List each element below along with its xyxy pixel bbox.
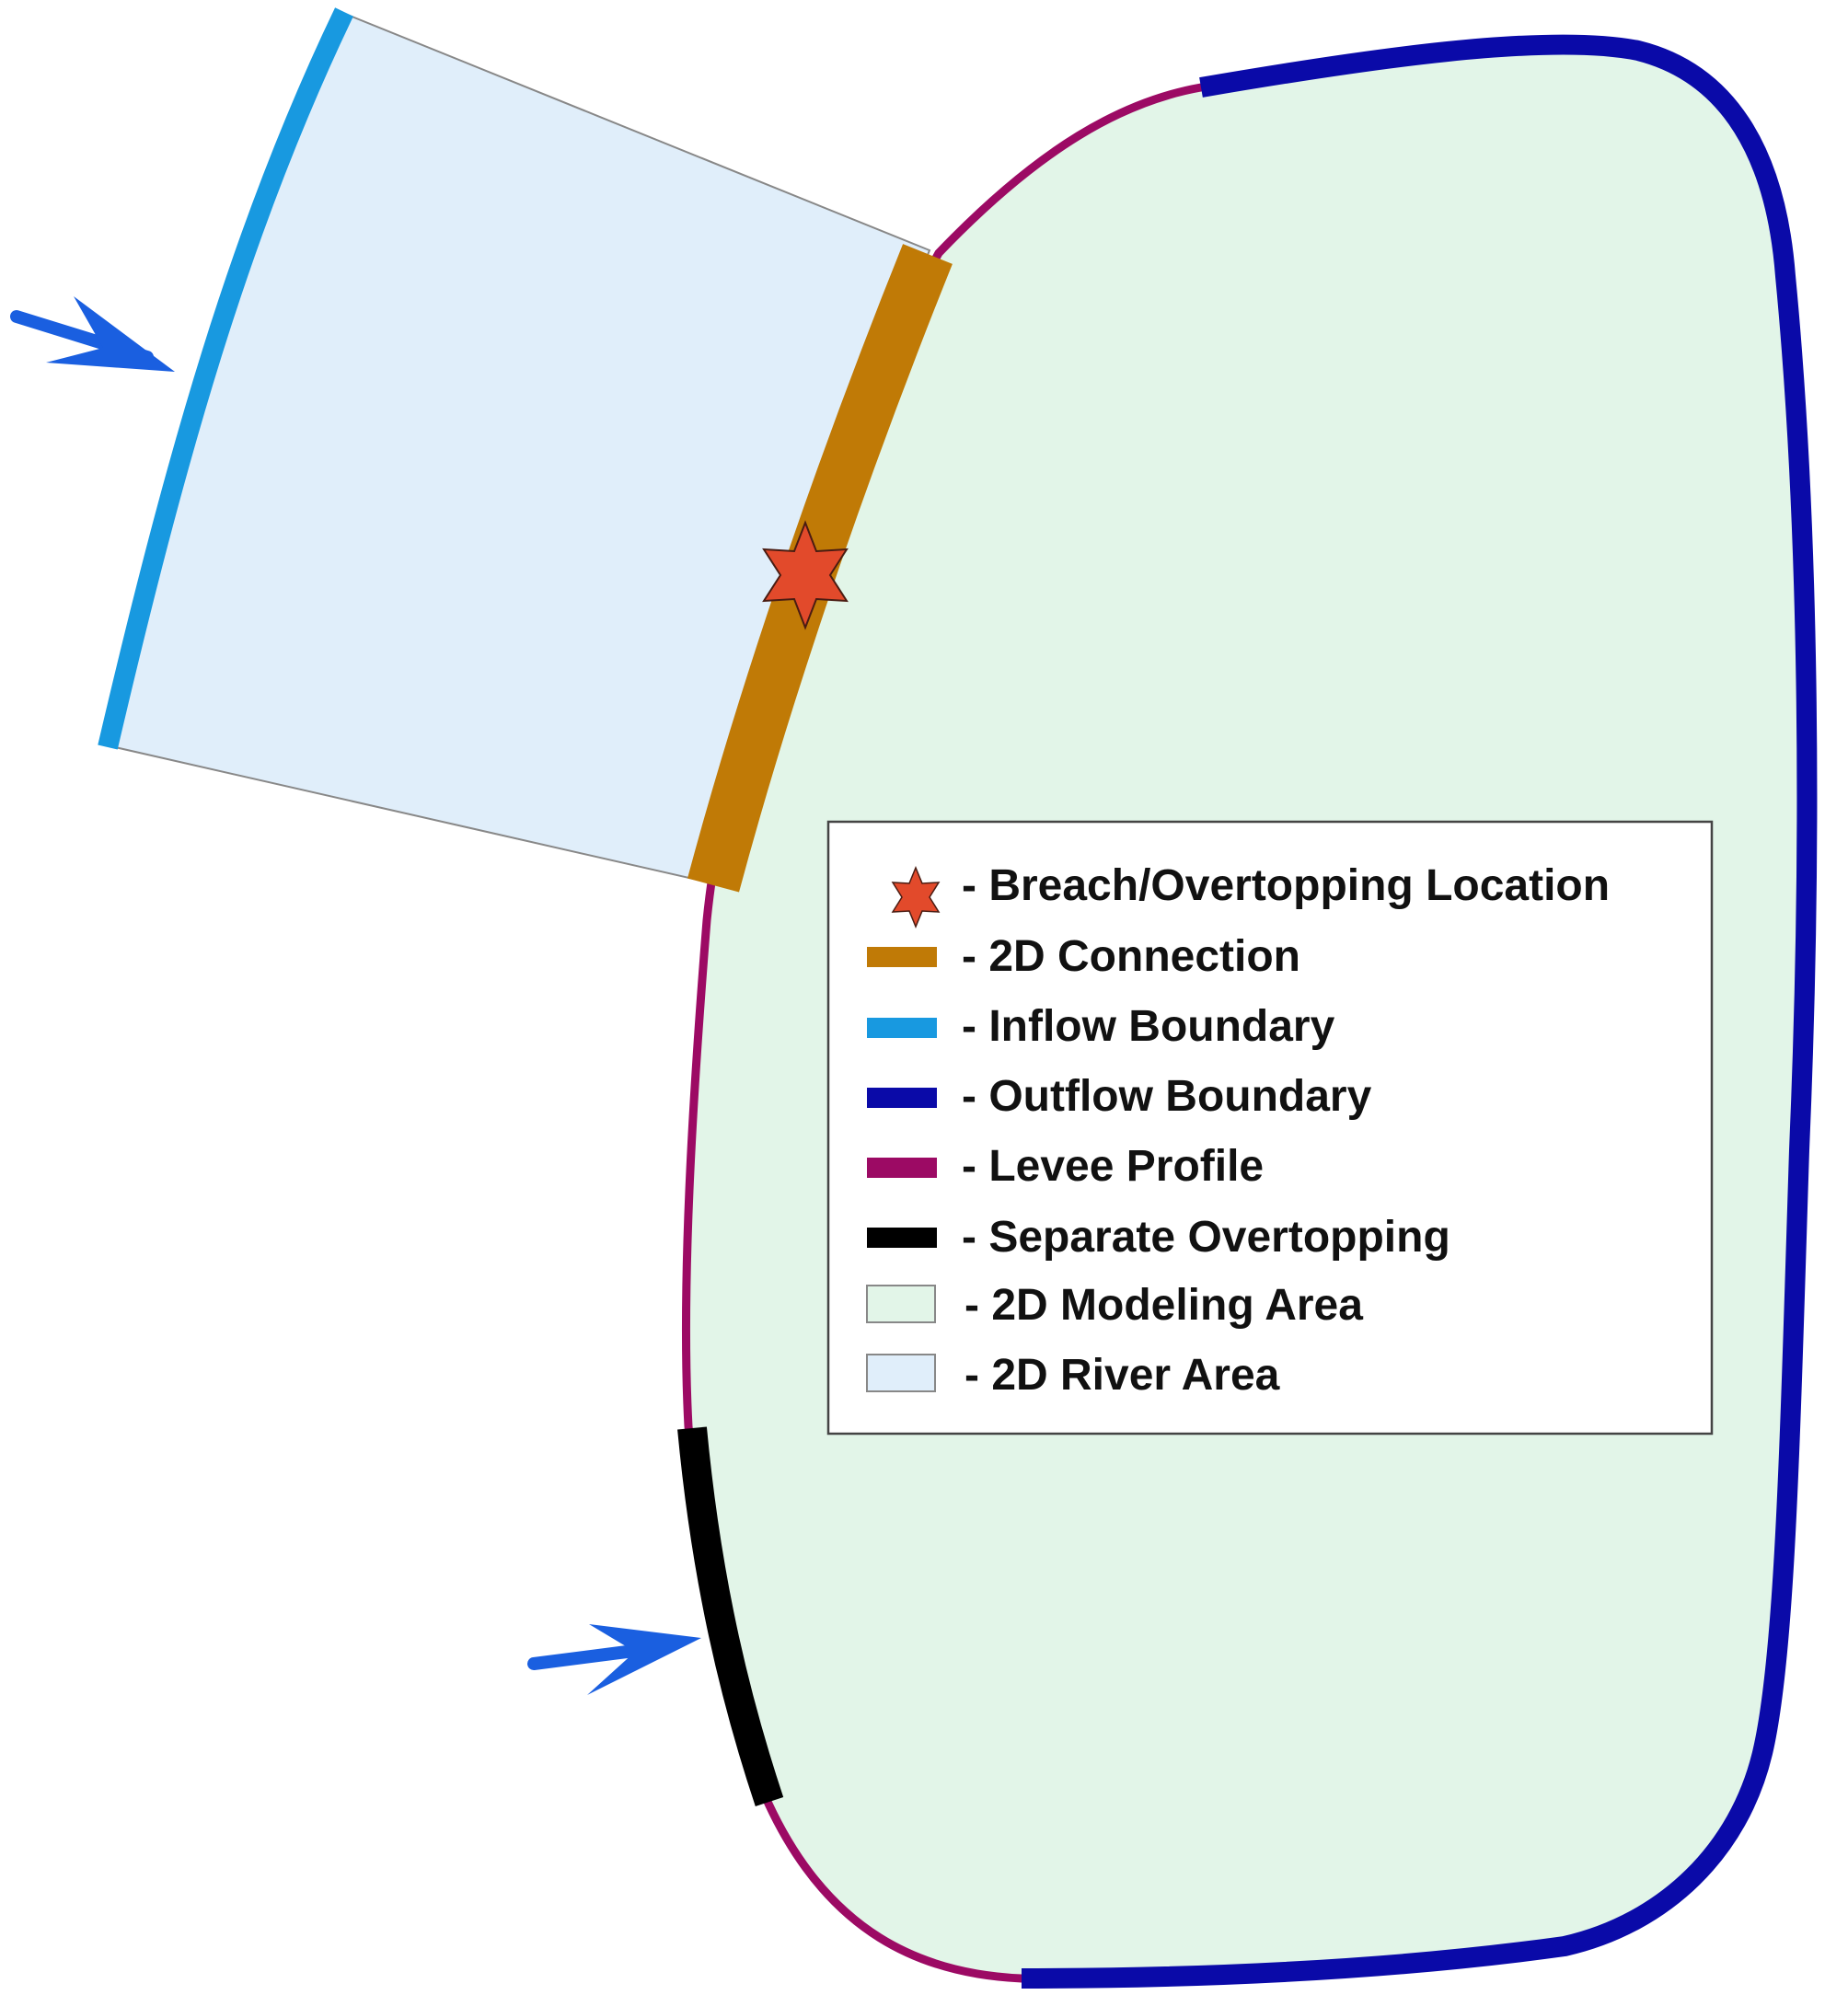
legend-label: - Separate Overtopping (962, 1213, 1450, 1262)
breach-star-legend-icon (891, 866, 941, 928)
levee-profile-line (681, 83, 1206, 1983)
legend-item: - Breach/Overtopping Location (891, 861, 1610, 928)
outflow-legend-swatch (867, 1088, 937, 1108)
river-area-legend-swatch (866, 1354, 936, 1392)
legend-label: - Levee Profile (962, 1142, 1264, 1191)
separate-overtopping-line (677, 1426, 784, 1807)
legend-item: - Separate Overtopping (867, 1213, 1450, 1262)
modeling-area-legend-swatch (866, 1285, 936, 1323)
overtopping-inflow-arrow-icon (527, 1624, 701, 1695)
legend-item: - Levee Profile (867, 1142, 1264, 1191)
outflow-boundary-line (1021, 34, 1818, 1989)
inflow-boundary-line (98, 7, 353, 750)
legend-item: - 2D Modeling Area (866, 1281, 1363, 1330)
legend-box (826, 820, 1714, 1436)
connection-legend-swatch (867, 947, 937, 967)
legend-label: - Outflow Boundary (962, 1072, 1372, 1121)
legend-label: - 2D River Area (964, 1351, 1280, 1400)
legend-item: - 2D River Area (866, 1351, 1280, 1400)
river-inflow-arrow-icon (10, 296, 175, 372)
legend: - Breach/Overtopping Location - 2D Conne… (826, 820, 1714, 1436)
legend-item: - Outflow Boundary (867, 1072, 1372, 1121)
inflow-legend-swatch (867, 1018, 937, 1038)
legend-label: - 2D Modeling Area (964, 1281, 1363, 1330)
legend-item: - Inflow Boundary (867, 1002, 1335, 1051)
breach-location-star-icon (762, 520, 849, 630)
separate-overtopping-legend-swatch (867, 1228, 937, 1248)
legend-label: - Breach/Overtopping Location (962, 861, 1610, 910)
levee-legend-swatch (867, 1158, 937, 1178)
legend-label: - Inflow Boundary (962, 1002, 1335, 1051)
legend-item: - 2D Connection (867, 932, 1300, 981)
legend-label: - 2D Connection (962, 932, 1300, 981)
